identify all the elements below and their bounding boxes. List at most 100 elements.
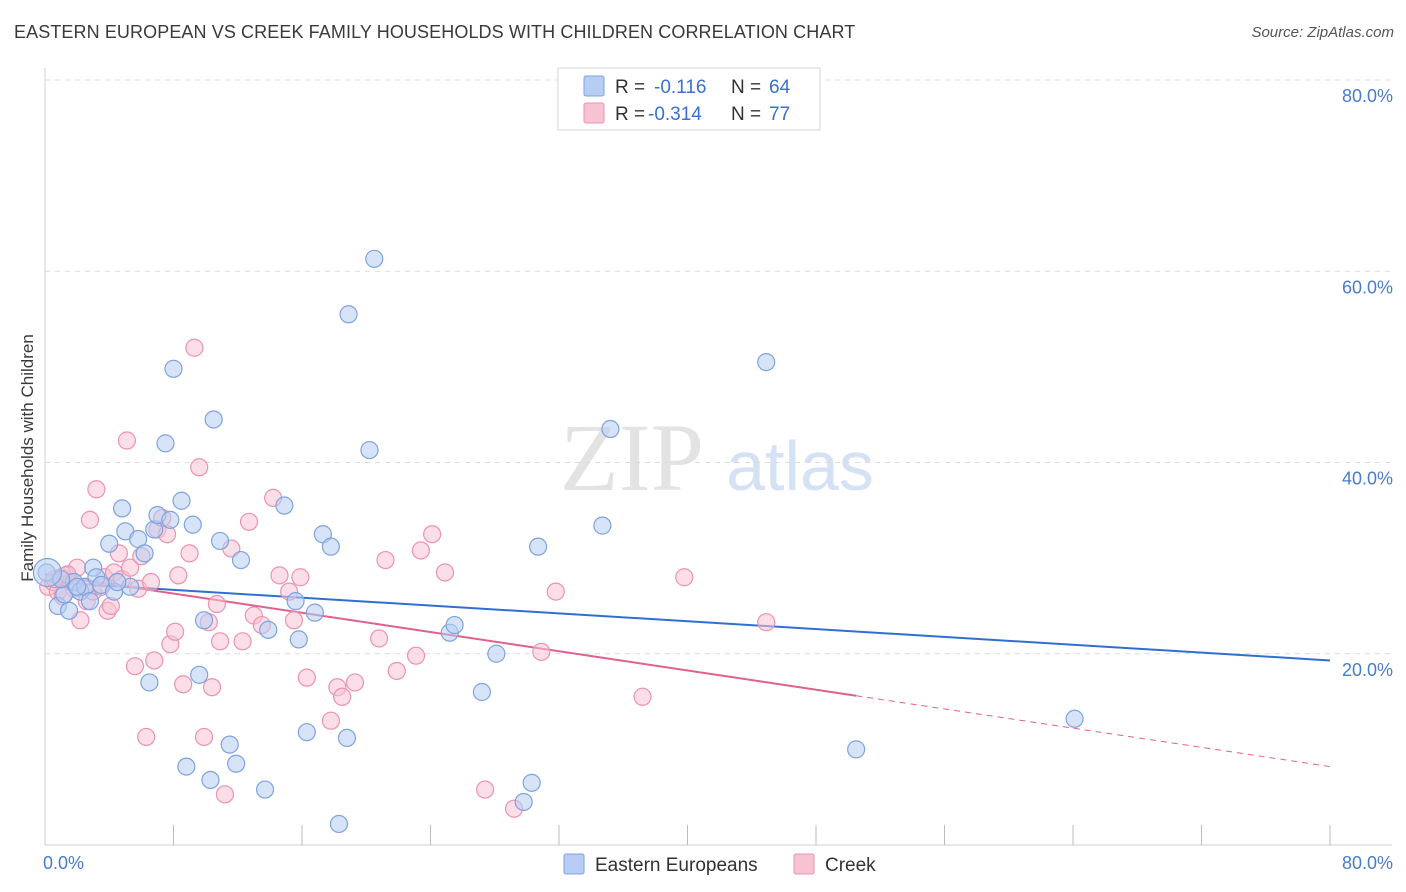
data-point — [164, 359, 183, 378]
data-point — [204, 410, 223, 429]
data-point — [185, 338, 204, 357]
data-point — [231, 550, 251, 570]
data-point — [514, 792, 533, 812]
data-point — [166, 622, 185, 641]
trend-line-extension — [856, 695, 1331, 768]
series-eastern-europeans — [32, 249, 1084, 834]
data-point — [172, 491, 191, 510]
data-point — [487, 644, 506, 663]
data-point — [117, 431, 137, 450]
data-point — [532, 642, 551, 661]
data-point — [108, 572, 127, 592]
legend-n-label: N = — [731, 104, 761, 125]
x-tick-label: 0.0% — [43, 853, 84, 873]
data-point — [112, 499, 132, 518]
watermark: ZIP atlas — [560, 404, 874, 511]
data-point — [472, 682, 491, 702]
data-point — [297, 723, 316, 742]
data-point — [215, 785, 234, 804]
source-label: Source: ZipAtlas.com — [1251, 24, 1394, 41]
data-point — [601, 419, 620, 439]
data-point — [202, 678, 222, 697]
legend-r-value: -0.314 — [648, 104, 702, 125]
data-point — [169, 566, 188, 585]
data-point — [210, 531, 230, 551]
data-point — [376, 550, 395, 570]
data-point — [633, 687, 652, 706]
data-point — [476, 780, 495, 799]
data-point — [284, 611, 304, 630]
data-point — [529, 537, 548, 556]
data-point — [100, 534, 119, 553]
data-point — [190, 665, 209, 684]
legend-swatch-blue — [583, 75, 605, 97]
data-point — [194, 727, 214, 747]
legend-n-value: 77 — [769, 104, 790, 125]
data-point — [411, 541, 430, 560]
data-point — [239, 512, 259, 531]
legend-r-label: R = — [615, 104, 645, 125]
y-tick-label: 20.0% — [1342, 660, 1393, 680]
legend-swatch-pink — [583, 102, 605, 124]
data-point — [360, 440, 379, 460]
bottom-legend: Eastern Europeans Creek — [563, 853, 876, 876]
legend-n-value: 64 — [769, 77, 791, 98]
data-point — [546, 582, 565, 601]
data-point — [141, 572, 161, 592]
data-point — [847, 740, 866, 759]
data-point — [365, 249, 384, 268]
data-point — [435, 563, 455, 582]
data-point — [227, 754, 246, 773]
data-point — [201, 770, 220, 790]
trend-lines — [44, 573, 1331, 768]
data-point — [1065, 709, 1084, 728]
data-point — [286, 592, 305, 611]
data-point — [333, 687, 352, 706]
data-point — [259, 620, 278, 639]
legend-n-label: N = — [731, 77, 761, 98]
data-point — [445, 615, 464, 635]
data-point — [757, 352, 776, 372]
data-point — [233, 632, 252, 651]
data-point — [275, 496, 294, 515]
legend: R = -0.116 N = 64 R = -0.314 N = 77 — [557, 67, 821, 131]
data-point — [174, 675, 193, 694]
data-point — [125, 657, 145, 676]
data-point — [135, 544, 154, 563]
data-point — [68, 577, 87, 596]
legend-r-label: R = — [615, 77, 645, 98]
y-tick-label: 40.0% — [1342, 469, 1393, 489]
data-point — [220, 735, 239, 754]
y-tick-label: 80.0% — [1342, 86, 1393, 106]
bottom-legend-label: Eastern Europeans — [595, 855, 758, 876]
data-point — [140, 673, 159, 692]
data-point — [161, 510, 180, 529]
legend-r-value: -0.116 — [654, 77, 706, 98]
data-point — [121, 558, 140, 577]
data-point — [145, 651, 164, 670]
data-point — [345, 673, 365, 692]
data-point — [757, 613, 776, 632]
bottom-legend-swatch-pink — [793, 853, 815, 875]
data-point — [406, 646, 426, 665]
data-point — [80, 510, 100, 529]
data-point — [87, 480, 106, 499]
data-point — [339, 305, 358, 324]
data-point — [675, 568, 694, 587]
data-point — [80, 592, 100, 611]
data-point — [329, 814, 349, 834]
data-point — [387, 661, 406, 681]
data-point — [210, 632, 230, 651]
grid — [45, 79, 1392, 655]
data-point — [337, 728, 357, 748]
data-point — [297, 668, 316, 687]
data-point — [183, 515, 202, 534]
data-point — [32, 557, 63, 588]
x-tick-label: 80.0% — [1342, 853, 1393, 873]
data-point — [194, 611, 214, 630]
y-tick-label: 60.0% — [1342, 277, 1393, 297]
watermark-atlas: atlas — [726, 427, 874, 505]
data-point — [321, 537, 341, 556]
data-point — [270, 566, 289, 585]
